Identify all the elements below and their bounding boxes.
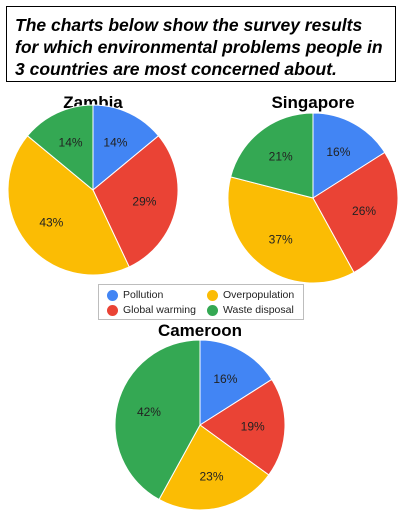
legend-label-waste-disposal: Waste disposal xyxy=(223,304,294,316)
cameroon-slice-overpopulation xyxy=(158,424,270,511)
header-text: The charts below show the survey results… xyxy=(15,15,383,79)
legend-label-global-warming: Global warming xyxy=(123,304,196,316)
legend-item-global-warming: Global warming xyxy=(107,304,196,316)
zambia-label-waste-disposal: 14% xyxy=(59,135,83,149)
singapore-label-overpopulation: 37% xyxy=(269,233,293,247)
zambia-label-overpopulation: 43% xyxy=(39,215,63,229)
legend-label-overpopulation: Overpopulation xyxy=(223,289,295,301)
cameroon-label-global-warming: 19% xyxy=(241,420,265,434)
legend: Pollution Global warming Overpopulation … xyxy=(98,284,304,320)
legend-swatch-global-warming xyxy=(107,304,118,316)
zambia-label-global-warming: 29% xyxy=(132,194,156,208)
legend-swatch-waste-disposal xyxy=(207,304,218,316)
legend-item-waste-disposal: Waste disposal xyxy=(207,304,294,316)
legend-swatch-overpopulation xyxy=(207,289,218,301)
singapore-slice-pollution xyxy=(312,112,386,199)
zambia-slice-overpopulation xyxy=(7,135,130,276)
singapore-label-global-warming: 26% xyxy=(352,204,376,218)
singapore-slice-waste-disposal xyxy=(230,112,314,199)
zambia-slice-pollution xyxy=(92,104,160,192)
legend-item-overpopulation: Overpopulation xyxy=(207,289,294,301)
cameroon-label-waste-disposal: 42% xyxy=(137,405,161,419)
cameroon-label-pollution: 16% xyxy=(213,372,237,386)
singapore-slice-global-warming xyxy=(312,151,399,274)
cameroon-label-overpopulation: 23% xyxy=(199,469,223,483)
cameroon-slice-waste-disposal xyxy=(114,339,201,501)
legend-label-pollution: Pollution xyxy=(123,289,164,301)
cameroon-chart-title: Cameroon xyxy=(158,321,242,340)
zambia-label-pollution: 14% xyxy=(103,135,127,149)
cameroon-slice-pollution xyxy=(199,339,273,426)
header-text-box: The charts below show the survey results… xyxy=(6,6,396,82)
singapore-label-pollution: 16% xyxy=(326,145,350,159)
singapore-slice-overpopulation xyxy=(227,176,355,284)
legend-swatch-pollution xyxy=(107,289,118,301)
cameroon-slice-global-warming xyxy=(199,378,286,476)
singapore-label-waste-disposal: 21% xyxy=(269,149,293,163)
singapore-chart-title: Singapore xyxy=(271,93,354,112)
zambia-slice-waste-disposal xyxy=(26,104,94,192)
legend-item-pollution: Pollution xyxy=(107,289,163,301)
